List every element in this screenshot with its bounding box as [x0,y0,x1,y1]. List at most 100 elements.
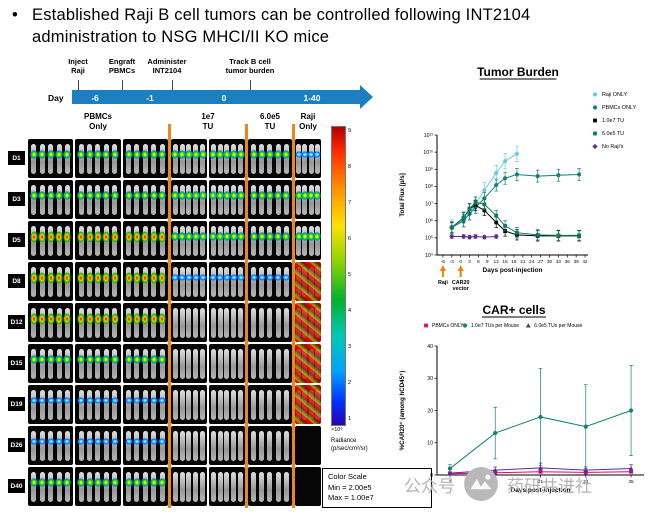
mouse-image [222,184,231,215]
mouse-image [267,471,273,502]
mouse-image [179,307,185,338]
mouse-image [222,225,231,256]
mouse-image [217,471,223,502]
mouse-image [124,307,133,338]
mouse-image [132,471,141,502]
mouse-imaging-panel [75,467,121,506]
mouse-imaging-panel [248,467,292,506]
mouse-image [283,307,289,338]
mouse-image [172,348,178,379]
mouse-image [307,225,316,256]
mouse-image [267,389,273,420]
mouse-image [200,471,206,502]
mouse-image [308,307,314,338]
series-no-raji's [449,233,499,240]
mouse-image [210,471,216,502]
mouse-image [158,348,167,379]
mouse-image [198,225,207,256]
mouse-image [265,184,274,215]
mouse-image [275,430,281,461]
mouse-image [46,225,55,256]
mouse-image [46,471,55,502]
mouse-image [110,225,119,256]
mouse-image [29,266,38,297]
marker-circle [583,424,588,429]
x-tick-label: 7 [449,479,452,484]
mouse-imaging-panel [28,344,74,383]
mouse-image [251,471,257,502]
mouse-image [274,184,283,215]
mouse-image [259,389,265,420]
imaging-group [171,385,245,424]
marker-triangle [583,467,589,473]
x-tick-label: 18 [511,259,517,264]
x-tick-label: 39 [574,259,580,264]
marker-square [494,213,499,218]
mouse-imaging-panel [122,180,168,219]
marker-square [556,233,561,238]
mouse-imaging-panel [248,303,292,342]
mouse-image [229,266,238,297]
mouse-imaging-panel [122,467,168,506]
imaging-day-label: D1 [8,151,25,165]
imaging-day-label: D3 [8,192,25,206]
marker-square [535,232,540,237]
imaging-group [248,385,292,424]
bullet-icon: • [12,6,18,24]
mouse-image [38,471,47,502]
mouse-image [55,266,63,297]
mouse-image [158,266,167,297]
mouse-image [77,348,86,379]
mouse-image [149,307,158,338]
mouse-imaging-panel [295,303,321,342]
mouse-image [300,143,309,174]
x-tick-label: 30 [547,259,553,264]
mouse-image [172,389,178,420]
mouse-image [102,389,111,420]
mouse-image [132,307,141,338]
y-tick-label: 10 [427,441,433,447]
mouse-imaging-panel [295,221,321,260]
mouse-image [275,471,281,502]
mouse-image [314,266,320,297]
mouse-image [296,307,302,338]
mouse-image [124,143,133,174]
mouse-image [102,143,111,174]
mouse-image [210,307,216,338]
mouse-image [198,184,207,215]
mouse-image [178,266,187,297]
mouse-image [259,307,265,338]
mouse-image [46,389,55,420]
imaging-row: D26 [8,425,321,466]
mouse-imaging-panel [171,385,207,424]
mouse-image [110,389,119,420]
mouse-imaging-panel [171,180,207,219]
mouse-imaging-panel [295,385,321,424]
mouse-image [257,143,266,174]
imaging-day-label: D12 [8,315,25,329]
mouse-image [302,266,308,297]
mouse-image [193,471,199,502]
mouse-image [46,430,55,461]
mouse-image [313,184,321,215]
imaging-group [171,180,245,219]
mouse-image [38,225,47,256]
marker-circle [577,172,582,177]
annotation-label: vector [453,286,470,292]
bioluminescence-image-grid: PBMCs Only 1e7 TU 6.0e5 TU Raji Only D1 D3 D5 D… [8,112,321,508]
mouse-image [198,266,207,297]
imaging-group [295,180,321,219]
mouse-imaging-panel [75,303,121,342]
mouse-image [102,184,111,215]
mouse-image [29,143,38,174]
mouse-image [172,471,178,502]
mouse-imaging-panel [295,262,321,301]
imaging-day-label: D8 [8,274,25,288]
mouse-image [29,225,38,256]
timeline-arrowhead-icon [360,85,373,109]
mouse-imaging-panel [122,344,168,383]
mouse-image [171,266,180,297]
imaging-row: D5 [8,220,321,261]
timeline-tick [250,80,251,90]
mouse-image [55,348,63,379]
